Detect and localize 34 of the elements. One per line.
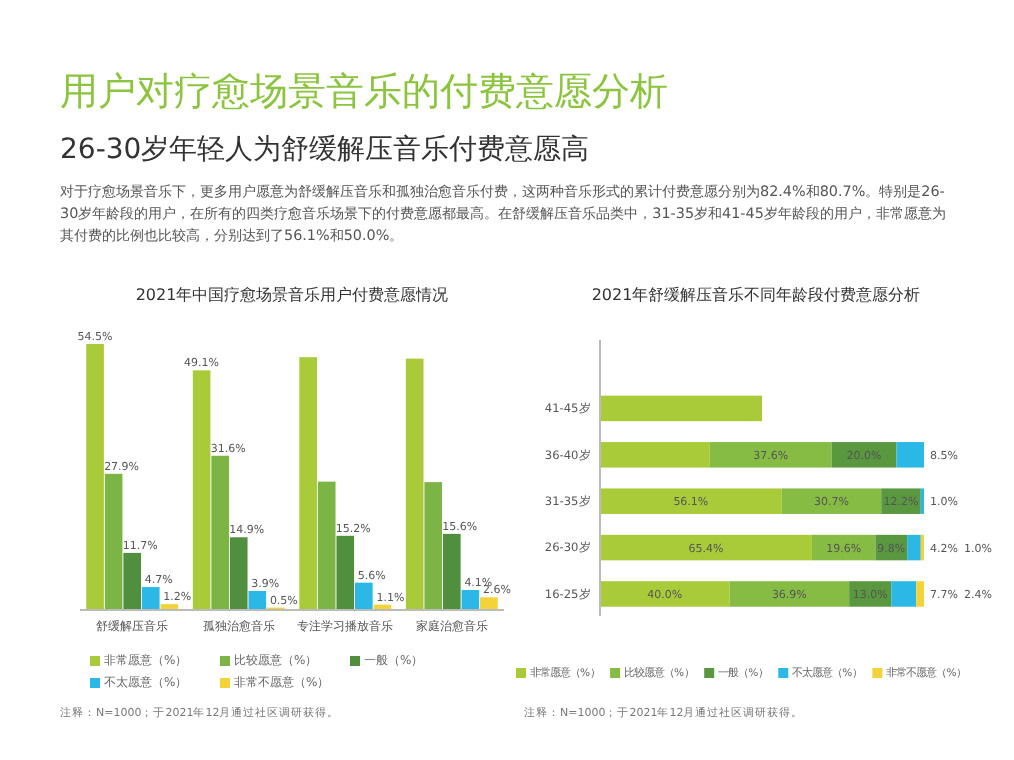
bar: [907, 534, 921, 561]
bar: [355, 582, 373, 610]
bar: [317, 481, 336, 610]
bar: [600, 534, 812, 561]
bar: [461, 589, 480, 610]
bar: [896, 442, 924, 468]
bar: [123, 552, 142, 610]
bar: [831, 442, 897, 468]
bar: [600, 581, 730, 607]
bar: [141, 587, 160, 610]
chart-title: 2021年中国疗愈场景音乐用户付费意愿情况: [135, 286, 449, 304]
bar: [229, 537, 248, 610]
bar: [600, 395, 762, 422]
chart-title: 2021年舒缓解压音乐不同年龄段付费意愿分析: [591, 286, 921, 304]
bar: [781, 488, 882, 514]
bar: [192, 370, 211, 610]
bar: [729, 581, 850, 607]
bar: [442, 533, 461, 610]
bar: [600, 442, 710, 468]
bar: [480, 597, 498, 610]
bar: [600, 488, 782, 514]
bar: [405, 358, 424, 610]
bar: [424, 482, 443, 610]
bar: [86, 344, 104, 610]
bar: [891, 581, 917, 607]
bar: [299, 357, 317, 610]
bar: [916, 581, 924, 607]
bar: [248, 590, 267, 610]
bar: [709, 442, 832, 468]
bar: [336, 535, 355, 610]
bar: [211, 455, 229, 610]
text: 26-30岁年轻人为舒缓解压音乐付费意愿高: [60, 134, 590, 166]
bar: [104, 473, 123, 610]
text: 用户对疗愈场景音乐的付费意愿分析: [60, 70, 668, 114]
